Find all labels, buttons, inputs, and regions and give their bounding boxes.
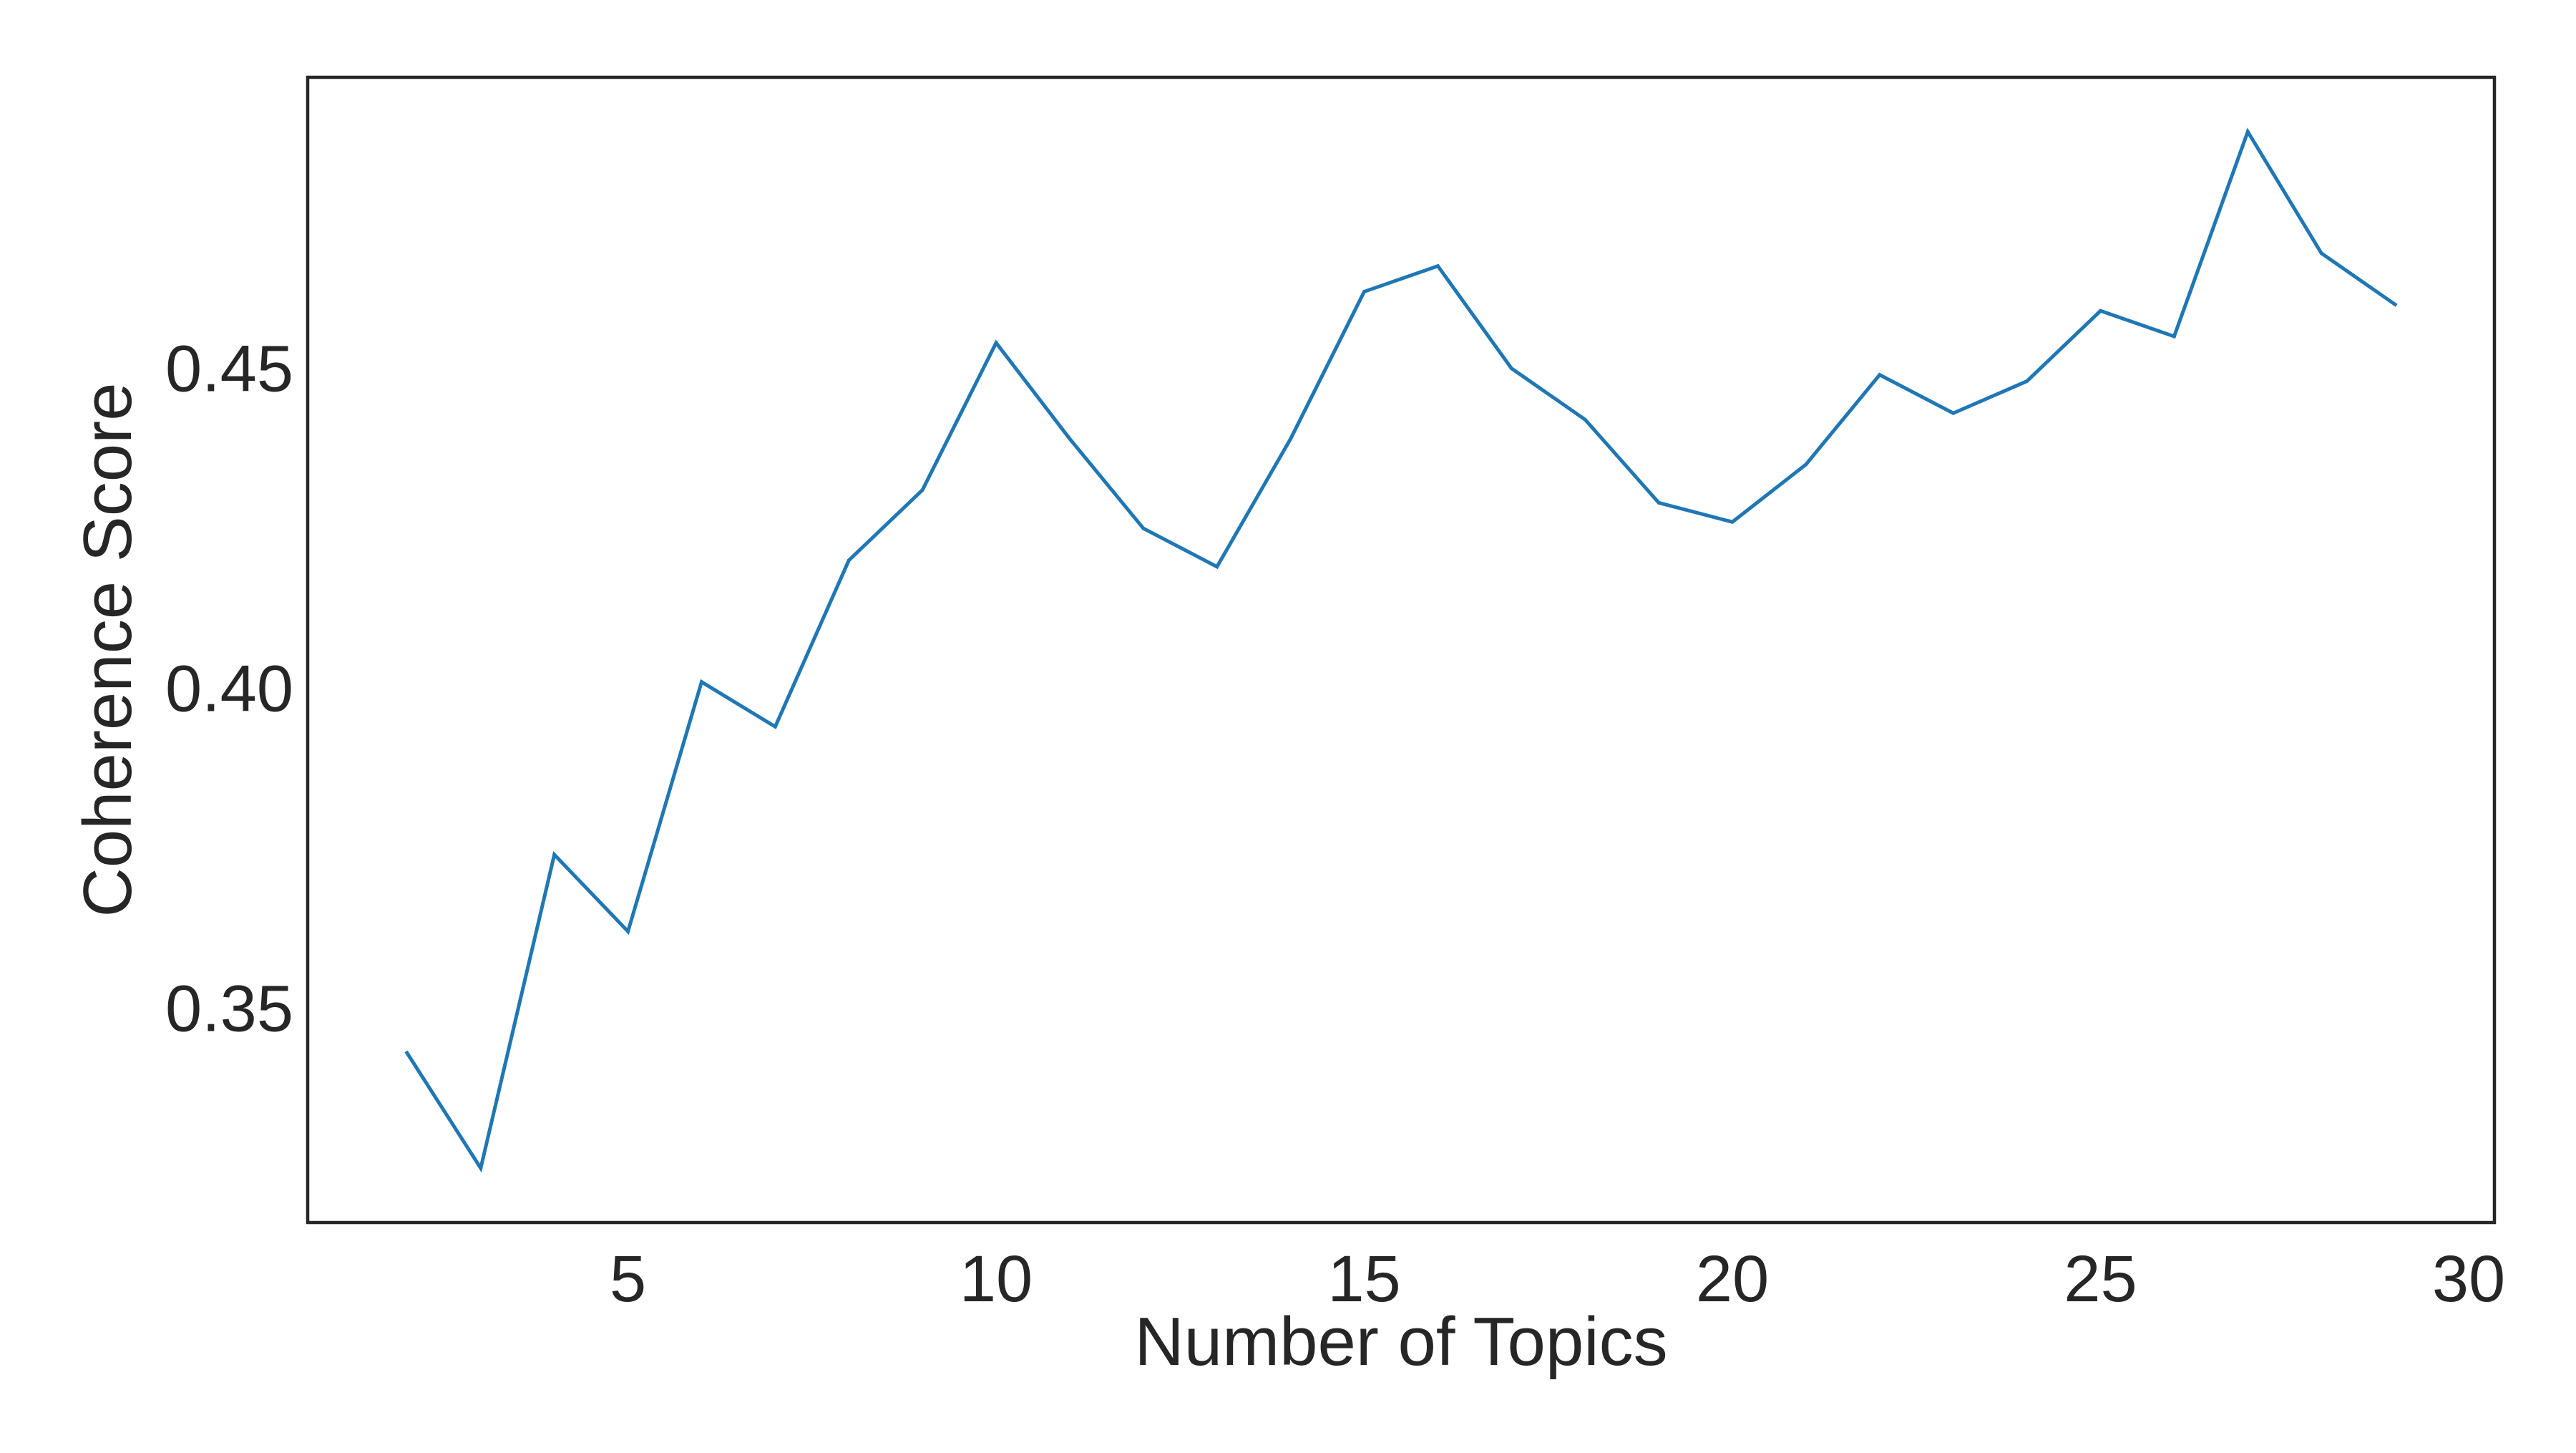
y-axis-label: Coherence Score — [69, 382, 146, 917]
data-point — [1509, 366, 1513, 371]
data-point — [1068, 437, 1072, 441]
x-tick-label: 5 — [610, 1243, 646, 1316]
data-point — [479, 1166, 483, 1170]
x-axis-label: Number of Topics — [1134, 1303, 1667, 1380]
y-tick-label: 0.35 — [165, 973, 293, 1046]
plot-frame — [306, 75, 2497, 1225]
data-point — [2245, 130, 2250, 134]
x-axis-ticks: 5 10 15 20 25 30 — [610, 1243, 2505, 1316]
x-tick-label: 20 — [1696, 1243, 1769, 1316]
data-point — [1804, 462, 1808, 467]
data-point — [2099, 308, 2103, 313]
data-point — [773, 724, 777, 729]
data-point — [2319, 251, 2323, 256]
data-point — [405, 1051, 409, 1055]
data-point — [994, 341, 998, 345]
x-tick-label: 30 — [2432, 1243, 2505, 1316]
plot-area — [404, 127, 2398, 1173]
y-tick-label: 0.40 — [165, 653, 293, 726]
data-point — [1583, 417, 1587, 422]
data-point — [1730, 520, 1735, 524]
data-point — [920, 488, 924, 492]
x-tick-label: 25 — [2064, 1243, 2137, 1316]
y-tick-label: 0.45 — [165, 333, 293, 406]
y-axis-ticks: 0.35 0.40 0.45 — [165, 333, 293, 1046]
data-point — [1878, 373, 1882, 377]
data-point — [847, 558, 851, 563]
series-line — [404, 127, 2398, 1173]
data-point — [1951, 411, 1956, 415]
x-tick-label: 15 — [1327, 1243, 1400, 1316]
data-point — [1141, 526, 1146, 530]
data-point — [2393, 302, 2397, 306]
data-point — [1435, 264, 1440, 268]
data-point — [699, 680, 703, 684]
data-point — [1289, 437, 1293, 441]
data-point — [552, 852, 557, 857]
data-point — [1362, 289, 1367, 293]
data-point — [2172, 334, 2176, 339]
x-tick-label: 10 — [960, 1243, 1033, 1316]
data-point — [1657, 500, 1661, 505]
data-point — [626, 929, 630, 933]
data-point — [2025, 379, 2029, 384]
data-point — [1215, 565, 1219, 569]
